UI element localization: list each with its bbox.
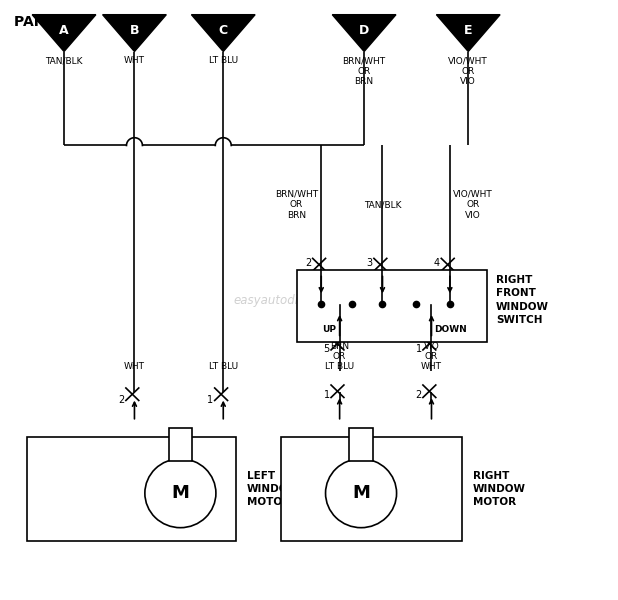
Text: RIGHT
WINDOW
MOTOR: RIGHT WINDOW MOTOR [473, 470, 526, 507]
Text: 5: 5 [324, 344, 330, 354]
Polygon shape [103, 14, 166, 52]
Text: LT BLU: LT BLU [209, 56, 238, 65]
Text: 2: 2 [305, 259, 311, 268]
Text: 4: 4 [434, 259, 440, 268]
Text: LEFT
WINDOW
MOTOR: LEFT WINDOW MOTOR [247, 470, 300, 507]
Text: UP: UP [323, 325, 337, 334]
Text: 2: 2 [119, 395, 125, 405]
Bar [349, 428, 373, 461]
Text: VIO
OR
WHT: VIO OR WHT [421, 341, 442, 371]
Circle shape [326, 459, 397, 527]
Text: E: E [464, 23, 473, 37]
Text: M: M [352, 484, 370, 502]
Polygon shape [436, 14, 500, 52]
Text: easyautodiagnostics.com: easyautodiagnostics.com [234, 293, 384, 307]
Circle shape [145, 459, 216, 527]
Text: C: C [219, 23, 228, 37]
Polygon shape [332, 14, 396, 52]
Text: BRN/WHT
OR
BRN: BRN/WHT OR BRN [275, 190, 318, 220]
Text: PART 2: PART 2 [14, 14, 68, 29]
Text: 3: 3 [366, 259, 373, 268]
Text: 2: 2 [415, 390, 421, 400]
Text: DOWN: DOWN [434, 325, 467, 334]
Polygon shape [192, 14, 255, 52]
Text: BRN/WHT
OR
BRN: BRN/WHT OR BRN [342, 56, 386, 86]
Text: VIO/WHT
OR
VIO: VIO/WHT OR VIO [453, 190, 493, 220]
Text: M: M [171, 484, 189, 502]
Text: TAN/BLK: TAN/BLK [364, 200, 401, 209]
Text: D: D [359, 23, 369, 37]
Text: 1: 1 [324, 390, 330, 400]
Text: A: A [59, 23, 69, 37]
Text: WHT: WHT [124, 362, 145, 371]
Bar [169, 428, 192, 461]
Text: 1: 1 [415, 344, 421, 354]
Text: B: B [130, 23, 139, 37]
Text: VIO/WHT
OR
VIO: VIO/WHT OR VIO [449, 56, 488, 86]
Text: 1: 1 [207, 395, 213, 405]
Text: LT BLU: LT BLU [209, 362, 238, 371]
Bar [281, 437, 462, 541]
Bar [297, 270, 486, 341]
Text: TAN/BLK: TAN/BLK [45, 56, 83, 65]
Polygon shape [32, 14, 96, 52]
Text: BRN
OR
LT BLU: BRN OR LT BLU [325, 341, 354, 371]
Text: RIGHT
FRONT
WINDOW
SWITCH: RIGHT FRONT WINDOW SWITCH [496, 275, 549, 325]
Text: WHT: WHT [124, 56, 145, 65]
Bar [27, 437, 235, 541]
